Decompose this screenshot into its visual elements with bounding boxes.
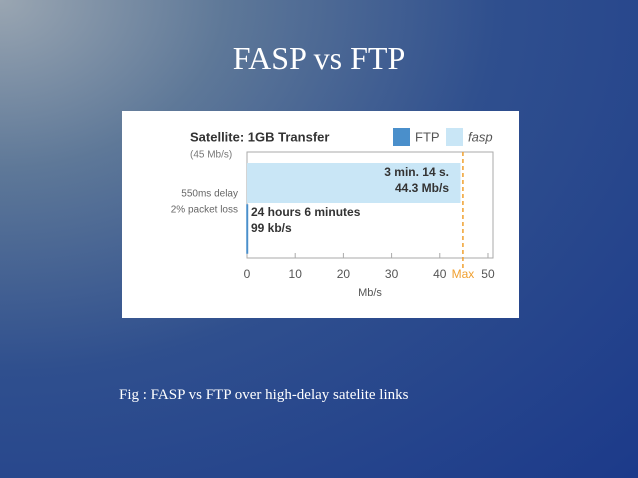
y-label: 2% packet loss (171, 205, 238, 216)
x-tick-label: 30 (385, 267, 399, 281)
x-tick-label: 20 (337, 267, 351, 281)
legend-swatch (446, 128, 463, 146)
legend-label: FTP (415, 129, 440, 144)
bar-time-label: 24 hours 6 minutes (251, 205, 361, 219)
x-tick-label: 40 (433, 267, 447, 281)
chart-subtitle: (45 Mb/s) (190, 150, 232, 161)
chart-title: Satellite: 1GB Transfer (190, 129, 329, 144)
bar-time-label: 3 min. 14 s. (384, 165, 449, 179)
x-tick-label: 10 (289, 267, 303, 281)
max-label: Max (452, 267, 475, 281)
legend-label: fasp (468, 129, 493, 144)
x-tick-label: 50 (481, 267, 495, 281)
y-label: 550ms delay (181, 189, 238, 200)
bar (247, 163, 461, 203)
x-label: Mb/s (358, 287, 382, 299)
bar-value-label: 99 kb/s (251, 221, 292, 235)
bar-value-label: 44.3 Mb/s (395, 181, 449, 195)
caption: Fig : FASP vs FTP over high-delay sateli… (119, 387, 409, 403)
slide-title: FASP vs FTP (232, 40, 406, 76)
x-tick-label: 0 (244, 267, 251, 281)
legend-swatch (393, 128, 410, 146)
